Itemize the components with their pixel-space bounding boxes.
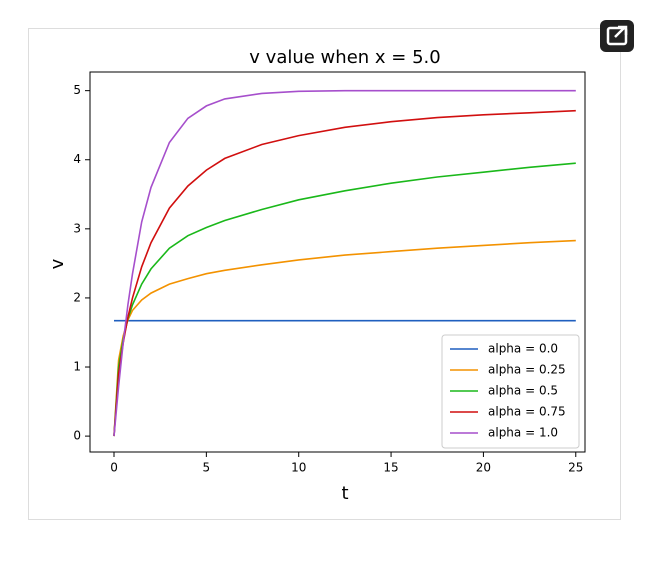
x-tick-label: 10: [291, 461, 306, 475]
y-tick-label: 4: [73, 152, 81, 166]
x-tick-label: 0: [110, 461, 118, 475]
y-tick-label: 3: [73, 221, 81, 235]
y-tick-label: 0: [73, 429, 81, 443]
legend-box: [441, 334, 580, 449]
legend-label: alpha = 0.75: [488, 405, 566, 419]
series-line: [113, 89, 576, 437]
legend-label: alpha = 0.25: [488, 363, 566, 377]
x-axis-label: t: [341, 483, 348, 504]
y-tick-label: 5: [73, 83, 81, 97]
x-tick-label: 5: [203, 461, 211, 475]
y-tick-label: 2: [73, 290, 81, 304]
x-tick-label: 25: [568, 461, 583, 475]
x-tick-label: 15: [383, 461, 398, 475]
series-line: [113, 109, 576, 437]
legend-label: alpha = 0.0: [488, 342, 558, 356]
legend-label: alpha = 1.0: [488, 426, 558, 440]
chart-title: v value when x = 5.0: [249, 47, 440, 68]
legend-label: alpha = 0.5: [488, 384, 558, 398]
legend: alpha = 0.0 alpha = 0.25 alpha = 0.5 alpha …: [441, 334, 580, 449]
y-axis-label: v: [47, 258, 68, 269]
expand-button[interactable]: [600, 20, 634, 52]
y-tick-label: 1: [73, 360, 81, 374]
x-tick-label: 20: [476, 461, 491, 475]
output-card: [28, 28, 621, 520]
plot-frame: [89, 71, 586, 453]
